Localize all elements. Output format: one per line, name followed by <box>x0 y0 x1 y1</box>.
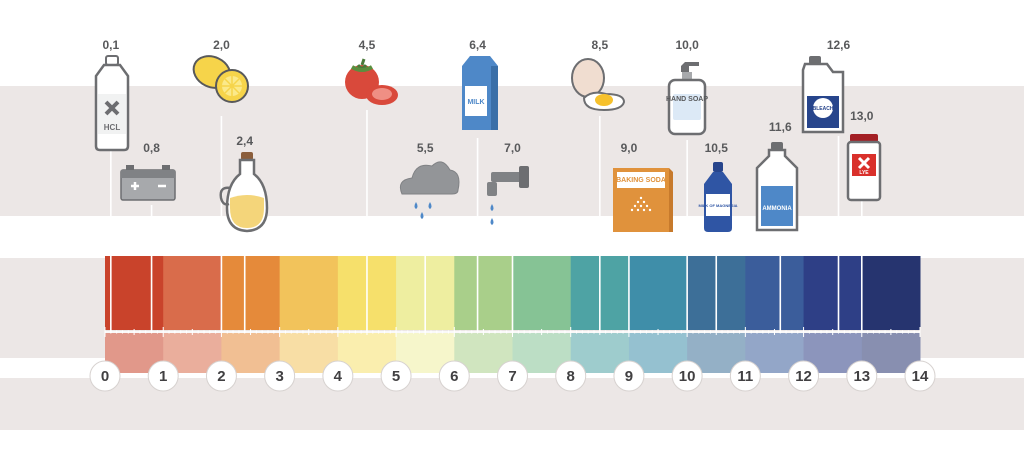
bleach-value-label: 12,6 <box>827 38 851 52</box>
ph-band-9 <box>628 256 688 330</box>
tick-label-4: 4 <box>334 368 343 385</box>
lemon-icon <box>192 55 249 103</box>
tick-label-14: 14 <box>912 368 929 385</box>
ph-band-6 <box>454 256 513 330</box>
tick-label-6: 6 <box>450 368 458 385</box>
rain-cloud-icon <box>399 161 460 219</box>
milk-of-magnesia-bottle-icon: MILK OF MAGNESIA <box>698 162 738 232</box>
lemon-value-label: 2,0 <box>213 38 230 52</box>
ph-band-11 <box>745 256 805 330</box>
lye-label: LYE <box>859 170 869 176</box>
tick-circle-8 <box>555 360 587 392</box>
tick-label-1: 1 <box>159 368 167 385</box>
baking-soda-value-label: 9,0 <box>621 141 638 155</box>
tick-label-3: 3 <box>275 368 283 385</box>
egg-value-label: 8,5 <box>591 38 608 52</box>
baking-soda-label: BAKING SODA <box>616 177 666 184</box>
ph-band-2 <box>221 256 281 330</box>
tap-water-value-label: 7,0 <box>504 141 521 155</box>
ph-band-3 <box>279 256 339 330</box>
tick-label-5: 5 <box>392 368 400 385</box>
icons: HCL <box>94 55 882 233</box>
vinegar-value-label: 2,4 <box>236 134 253 148</box>
tick-circle-1 <box>147 360 179 392</box>
tick-label-11: 11 <box>737 368 753 385</box>
ph-band-7 <box>512 256 572 330</box>
tick-label-7: 7 <box>508 368 516 385</box>
milk-label: MILK <box>467 99 484 106</box>
ph-band-12 <box>803 256 863 330</box>
tick-circle-12 <box>788 360 820 392</box>
bleach-jug-icon: BLEACH <box>801 56 845 134</box>
tick-label-10: 10 <box>679 368 696 385</box>
ammonia-label: AMMONIA <box>762 206 792 212</box>
bleach-label: BLEACH <box>813 106 834 112</box>
tick-circle-11 <box>729 360 761 392</box>
battery-icon <box>120 165 176 201</box>
milk-value-label: 6,4 <box>469 38 486 52</box>
ammonia-jug-icon: AMMONIA <box>755 142 799 232</box>
tick-circle-6 <box>438 360 470 392</box>
rain-value-label: 5,5 <box>417 141 434 155</box>
lye-container-icon: LYE <box>846 134 882 202</box>
tick-circle-3 <box>264 360 296 392</box>
egg-icon <box>571 58 626 112</box>
indicator-lines <box>110 110 863 333</box>
tick-circle-10 <box>671 360 703 392</box>
hcl-value-label: 0,1 <box>102 38 119 52</box>
vinegar-bottle-icon <box>219 152 269 233</box>
tick-label-8: 8 <box>567 368 575 385</box>
tick-label-13: 13 <box>853 368 870 385</box>
battery-value-label: 0,8 <box>143 141 160 155</box>
milk-carton-icon: MILK <box>462 56 498 130</box>
hand-soap-value-label: 10,0 <box>675 38 699 52</box>
milk-of-magnesia-label: MILK OF MAGNESIA <box>698 203 737 208</box>
lye-value-label: 13,0 <box>850 109 874 123</box>
ph-band-0 <box>105 256 164 330</box>
hand-soap-icon: HAND SOAP <box>666 62 708 136</box>
tick-circle-14 <box>904 360 936 392</box>
tomato-value-label: 4,5 <box>359 38 376 52</box>
tick-label-0: 0 <box>101 368 109 385</box>
tick-circle-5 <box>380 360 412 392</box>
hcl-label: HCL <box>104 123 121 132</box>
tick-circle-0 <box>89 360 121 392</box>
milk-of-magnesia-value-label: 10,5 <box>705 141 729 155</box>
tick-label-9: 9 <box>625 368 633 385</box>
tick-label-12: 12 <box>795 368 812 385</box>
hcl-bottle-icon: HCL <box>94 55 130 152</box>
tick-circle-9 <box>613 360 645 392</box>
tick-circle-13 <box>846 360 878 392</box>
ph-band-1 <box>163 256 222 330</box>
tick-circles: 0 1 2 3 4 5 6 7 8 9 10 11 12 13 14 <box>89 360 936 392</box>
ammonia-value-label: 11,6 <box>769 120 792 134</box>
baking-soda-box-icon: BAKING SODA <box>613 168 673 232</box>
value-labels: 0,1 0,8 2,0 2,4 4,5 5,5 6,4 7,0 8,5 9,0 10,0 10,5 11… <box>102 38 873 155</box>
ph-band-13 <box>861 256 921 330</box>
water-tap-icon <box>487 166 529 225</box>
hand-soap-label: HAND SOAP <box>666 96 708 103</box>
tomato-icon <box>345 58 398 105</box>
tick-circle-7 <box>497 360 528 392</box>
tick-circle-2 <box>205 360 237 392</box>
tick-circle-4 <box>322 360 354 392</box>
tick-label-2: 2 <box>217 368 225 385</box>
